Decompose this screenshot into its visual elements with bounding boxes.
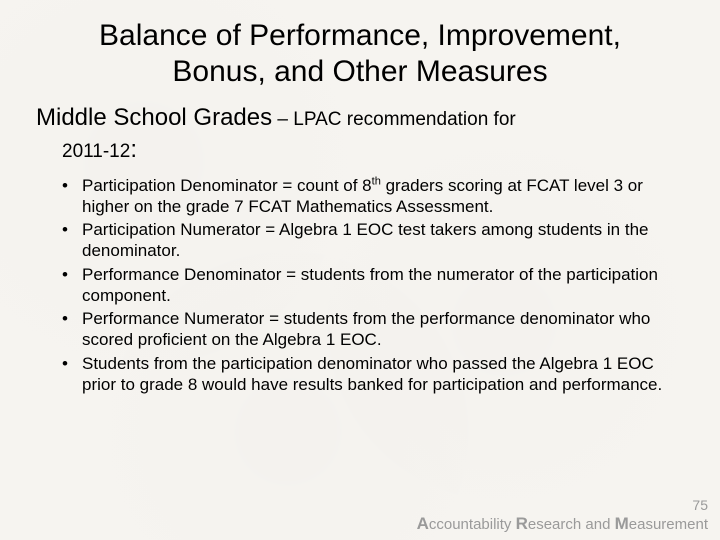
slide: Balance of Performance, Improvement, Bon… [0, 0, 720, 540]
list-item: Participation Denominator = count of 8th… [62, 176, 692, 217]
subtitle-dash: – [272, 109, 293, 130]
subtitle: Middle School Grades – LPAC recommendati… [28, 104, 692, 132]
footer-m: M [615, 514, 629, 533]
title-line-2: Bonus, and Other Measures [172, 55, 547, 88]
subtitle-year-row: 2011-12: [28, 136, 692, 164]
title-line-1: Balance of Performance, Improvement, [99, 19, 621, 52]
footer: 75 Accountability Research and Measureme… [417, 497, 708, 534]
footer-a: A [417, 514, 429, 533]
list-item: Students from the participation denomina… [62, 354, 692, 395]
bullet-text-pre: Performance Numerator = students from th… [82, 309, 650, 349]
list-item: Performance Denominator = students from … [62, 265, 692, 306]
bullet-list: Participation Denominator = count of 8th… [28, 176, 692, 395]
list-item: Performance Numerator = students from th… [62, 309, 692, 350]
footer-m-rest: easurement [629, 516, 708, 533]
subtitle-lead: Middle School Grades [36, 104, 272, 131]
footer-r-rest: esearch and [528, 516, 615, 533]
footer-a-rest: ccountability [429, 516, 516, 533]
subtitle-year: 2011-12 [62, 141, 130, 162]
bullet-text-pre: Participation Denominator = count of 8 [82, 176, 372, 195]
bullet-text-pre: Performance Denominator = students from … [82, 265, 658, 305]
bullet-text-pre: Participation Numerator = Algebra 1 EOC … [82, 220, 649, 260]
page-number: 75 [692, 497, 708, 513]
slide-title: Balance of Performance, Improvement, Bon… [28, 18, 692, 90]
footer-r: R [516, 514, 528, 533]
subtitle-trail: LPAC recommendation for [293, 109, 515, 130]
bullet-text-pre: Students from the participation denomina… [82, 354, 662, 394]
list-item: Participation Numerator = Algebra 1 EOC … [62, 220, 692, 261]
subtitle-colon: : [130, 136, 137, 163]
bullet-text-sup: th [372, 175, 381, 187]
